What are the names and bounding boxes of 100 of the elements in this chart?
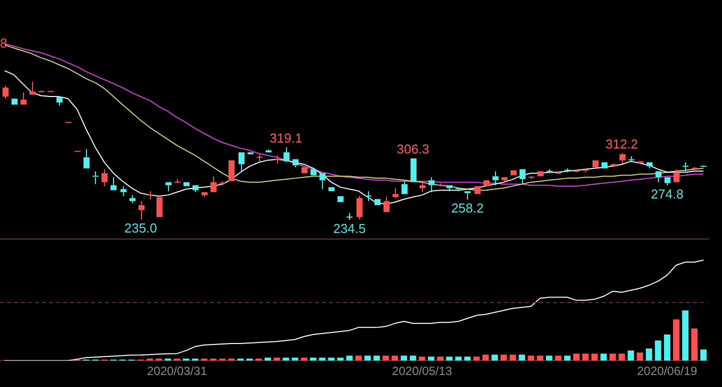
candlestick bbox=[56, 96, 62, 106]
candlestick bbox=[20, 92, 26, 105]
bar bbox=[492, 354, 498, 361]
bar bbox=[274, 358, 280, 361]
bar bbox=[564, 356, 570, 361]
candlestick bbox=[356, 196, 362, 220]
candlestick bbox=[446, 185, 452, 192]
bar bbox=[682, 310, 688, 361]
candlestick bbox=[320, 173, 326, 190]
candlestick bbox=[210, 176, 216, 192]
bar bbox=[654, 340, 662, 361]
bar bbox=[292, 358, 298, 361]
bar bbox=[328, 358, 334, 361]
bar bbox=[437, 356, 444, 361]
annotation: 258.2 bbox=[451, 200, 484, 216]
bar bbox=[410, 356, 416, 361]
candlestick bbox=[292, 159, 298, 168]
bar bbox=[464, 356, 471, 361]
candlestick bbox=[120, 186, 126, 197]
bar bbox=[382, 356, 389, 361]
candlestick bbox=[256, 154, 263, 163]
x-tick-label: 2020/06/19 bbox=[637, 364, 698, 378]
bar bbox=[482, 354, 489, 361]
bar bbox=[400, 356, 408, 361]
annotation: 306.3 bbox=[396, 141, 430, 156]
candlestick bbox=[30, 81, 36, 95]
candlestick bbox=[110, 176, 116, 190]
annotation: 312.2 bbox=[605, 136, 638, 152]
bar bbox=[500, 354, 507, 361]
candlestick bbox=[192, 185, 198, 193]
bar bbox=[673, 319, 680, 361]
bar bbox=[528, 356, 534, 361]
x-tick-label: 2020/03/31 bbox=[146, 364, 208, 378]
bar bbox=[282, 358, 290, 361]
bar bbox=[691, 328, 698, 361]
candlestick bbox=[238, 152, 244, 173]
candlestick bbox=[628, 156, 635, 163]
candlestick bbox=[664, 177, 670, 186]
annotation: 235.0 bbox=[124, 220, 157, 236]
candlestick bbox=[464, 191, 470, 200]
bar bbox=[319, 358, 326, 361]
bar bbox=[600, 354, 607, 361]
bar bbox=[310, 358, 316, 361]
bar bbox=[355, 356, 362, 361]
bar bbox=[546, 356, 552, 361]
candlestick bbox=[130, 194, 136, 204]
bar bbox=[473, 356, 480, 361]
text: 8 bbox=[0, 36, 8, 51]
candlestick bbox=[266, 148, 272, 152]
bar bbox=[510, 354, 516, 361]
candlestick bbox=[166, 182, 172, 192]
candlestick bbox=[284, 146, 290, 163]
bar bbox=[646, 348, 652, 361]
annotation: 234.5 bbox=[333, 221, 366, 236]
bar bbox=[573, 354, 580, 361]
bar bbox=[610, 354, 616, 361]
candlestick bbox=[147, 190, 154, 200]
bar bbox=[337, 358, 344, 361]
candlestick bbox=[646, 162, 652, 169]
bar bbox=[518, 354, 526, 361]
candlestick bbox=[365, 190, 372, 202]
bar bbox=[582, 354, 589, 361]
bar bbox=[664, 334, 670, 361]
candlestick bbox=[420, 182, 426, 193]
candlestick bbox=[384, 196, 390, 212]
bar bbox=[374, 356, 380, 361]
bar bbox=[555, 356, 562, 361]
candlestick bbox=[138, 200, 144, 220]
bar bbox=[536, 356, 544, 361]
candlestick bbox=[2, 85, 8, 100]
candlestick bbox=[392, 188, 398, 199]
candlestick bbox=[102, 168, 108, 187]
bar bbox=[618, 354, 625, 361]
candlestick bbox=[492, 170, 498, 186]
bar bbox=[392, 356, 398, 361]
bar bbox=[364, 356, 371, 361]
candlestick bbox=[656, 171, 662, 183]
candlestick bbox=[402, 180, 408, 194]
candlestick bbox=[202, 192, 208, 198]
bar bbox=[591, 354, 598, 361]
bar bbox=[418, 356, 426, 361]
bar bbox=[628, 350, 634, 361]
bar bbox=[300, 358, 308, 361]
annotation: 274.8 bbox=[650, 186, 684, 202]
bar bbox=[636, 352, 644, 361]
candlestick bbox=[428, 176, 434, 193]
candlestick bbox=[92, 170, 99, 185]
annotation: 319.1 bbox=[270, 130, 302, 146]
candlestick bbox=[682, 162, 689, 172]
candlestick bbox=[620, 152, 626, 164]
candlestick bbox=[84, 148, 90, 168]
bar bbox=[455, 356, 462, 361]
bar bbox=[700, 350, 707, 361]
bar bbox=[446, 356, 452, 361]
x-tick-label: 2020/05/13 bbox=[392, 364, 452, 378]
candlestick bbox=[674, 168, 680, 182]
bar bbox=[264, 358, 271, 361]
candlestick bbox=[520, 169, 526, 185]
bar bbox=[346, 356, 353, 361]
bar bbox=[428, 356, 434, 361]
